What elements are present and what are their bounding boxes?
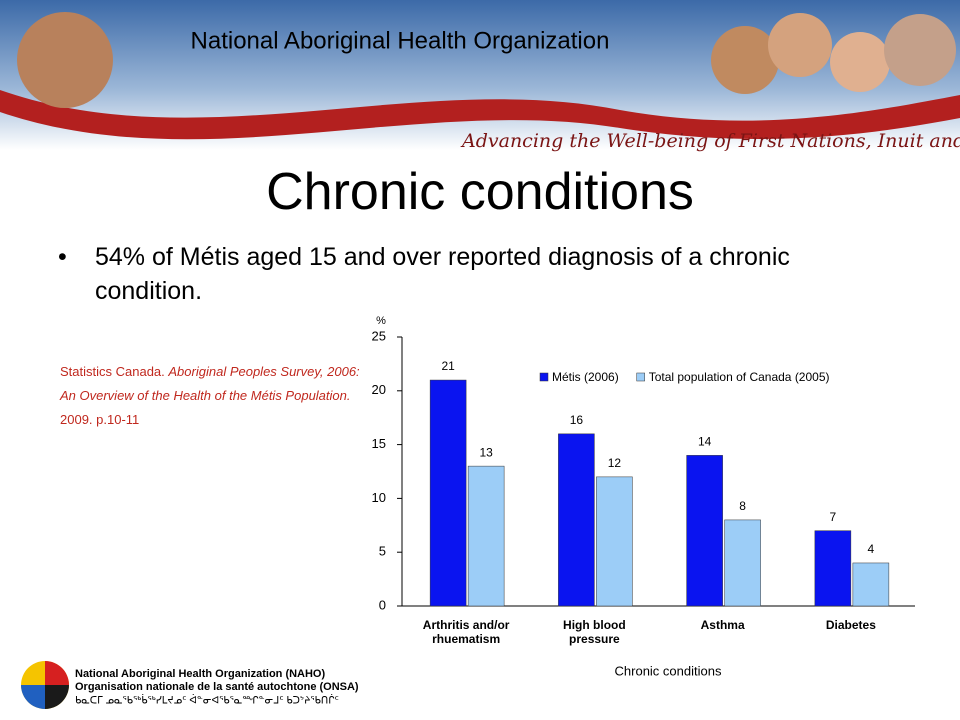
value-label: 16: [570, 413, 584, 427]
org-name: National Aboriginal Health Organization: [191, 27, 610, 54]
legend-label: Total population of Canada (2005): [649, 370, 830, 384]
footer-line: National Aboriginal Health Organization …: [75, 668, 325, 680]
x-axis-label: Chronic conditions: [615, 663, 722, 678]
x-tick-label: Arthritis and/or rhuematism: [422, 618, 510, 646]
y-tick-label: 20: [372, 382, 386, 397]
legend-swatch: [539, 372, 549, 382]
bar: [429, 379, 467, 607]
logo: [21, 661, 69, 709]
citation: Statistics Canada. Aboriginal Peoples Su…: [60, 360, 360, 432]
x-tick-label: High blood pressure: [563, 618, 626, 646]
bullet: 54% of Métis aged 15 and over reported d…: [58, 240, 898, 308]
y-tick-label: 25: [372, 328, 386, 343]
bar: [724, 519, 761, 607]
legend-swatch: [636, 372, 645, 382]
slide-title: Chronic conditions: [266, 163, 694, 221]
citation-part: Aboriginal Peoples Survey, 2006: An Over…: [60, 364, 360, 403]
value-label: 7: [830, 510, 837, 524]
photo: [768, 13, 832, 77]
y-tick-label: 15: [372, 436, 386, 451]
footer-line: ᑲᓇᑕᒥ ᓄᓇᖃᖅᑳᖅᓯᒪᔪᓄᑦ ᐋᓐᓂᐊᖃᕐᓇᙱᓐᓂᒧᑦ ᑲᑐᔾᔨᖃᑎᒌᑦ: [75, 695, 339, 707]
bar: [596, 476, 633, 607]
bar-chart: % Chronic conditions 0 5 10 15 20 25 21 13 16 12 14 8…: [372, 315, 915, 678]
x-tick-label: Asthma: [700, 618, 745, 632]
photo: [830, 32, 890, 92]
bar: [558, 433, 595, 607]
value-label: 12: [608, 456, 622, 470]
photo: [884, 14, 956, 86]
footer-line: Organisation nationale de la santé autoc…: [75, 681, 359, 693]
y-tick-label: 0: [379, 597, 386, 612]
value-label: 14: [698, 435, 712, 449]
value-label: 13: [479, 445, 493, 459]
y-axis-label: %: [376, 315, 386, 327]
value-label: 8: [739, 499, 746, 513]
bar: [814, 530, 852, 607]
bar: [467, 465, 505, 607]
y-tick-label: 10: [372, 490, 386, 505]
photo: [17, 12, 113, 108]
citation-part: 2009. p.10-11: [60, 412, 140, 427]
x-tick-label: Diabetes: [825, 618, 876, 632]
tagline: Advancing the Well-being of First Nation…: [460, 130, 960, 152]
photo: [711, 26, 779, 94]
swoosh: [0, 90, 960, 140]
value-label: 21: [441, 359, 455, 373]
citation-part: Statistics Canada.: [60, 364, 169, 379]
legend-label: Métis (2006): [552, 370, 619, 384]
value-label: 4: [868, 542, 875, 556]
bar: [852, 562, 890, 607]
y-tick-label: 5: [379, 544, 386, 559]
bar: [686, 455, 723, 607]
